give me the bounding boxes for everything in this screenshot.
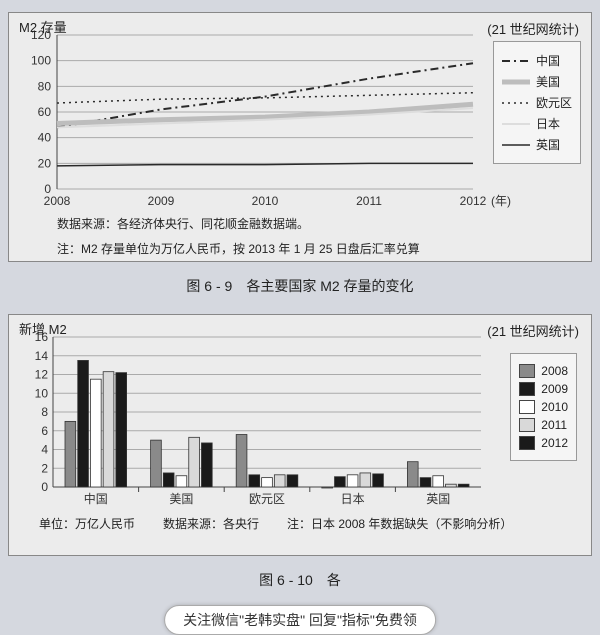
- legend-item: 英国: [502, 136, 572, 153]
- svg-text:0: 0: [41, 480, 48, 494]
- svg-text:20: 20: [38, 156, 52, 170]
- m2-stock-chart-panel: M2 存量 (21 世纪网统计) 02040608010012020082009…: [8, 12, 592, 262]
- chart2-note: 注：日本 2008 年数据缺失（不影响分析）: [287, 515, 512, 532]
- svg-text:2008: 2008: [44, 194, 71, 208]
- svg-text:欧元区: 欧元区: [249, 492, 285, 506]
- promo-bar[interactable]: 关注微信"老韩实盘" 回复"指标"免费领: [164, 605, 436, 635]
- legend-item: 美国: [502, 73, 572, 90]
- svg-text:40: 40: [38, 131, 52, 145]
- svg-text:日本: 日本: [341, 492, 365, 506]
- svg-text:80: 80: [38, 79, 52, 93]
- legend-item: 中国: [502, 52, 572, 69]
- svg-text:2011: 2011: [356, 194, 382, 208]
- svg-text:2010: 2010: [252, 194, 279, 208]
- chart2-unit: 单位：万亿人民币: [39, 515, 135, 532]
- chart1-caption: 图 6 - 9 各主要国家 M2 存量的变化: [8, 276, 592, 296]
- svg-text:2012: 2012: [460, 194, 487, 208]
- chart1-y-title: M2 存量: [19, 17, 67, 36]
- svg-text:6: 6: [41, 424, 48, 438]
- chart2-stat-note: (21 世纪网统计): [487, 321, 579, 340]
- svg-text:英国: 英国: [426, 492, 450, 506]
- legend-item: 2010: [519, 400, 568, 414]
- svg-text:14: 14: [35, 349, 49, 363]
- chart1-source-2: 注：M2 存量单位为万亿人民币，按 2013 年 1 月 25 日盘后汇率兑算: [9, 238, 591, 263]
- svg-text:2: 2: [41, 461, 48, 475]
- legend-item: 2009: [519, 382, 568, 396]
- chart2-svg: 0246810121416中国美国欧元区日本英国: [9, 315, 591, 513]
- chart1-legend: 中国美国欧元区日本英国: [493, 41, 581, 164]
- svg-text:2009: 2009: [148, 194, 175, 208]
- chart2-footer: 单位：万亿人民币 数据来源：各央行 注：日本 2008 年数据缺失（不影响分析）: [9, 513, 591, 538]
- svg-text:(年): (年): [491, 194, 511, 208]
- chart1-stat-note: (21 世纪网统计): [487, 19, 579, 38]
- legend-item: 2012: [519, 436, 568, 450]
- svg-text:美国: 美国: [169, 492, 193, 506]
- chart2-caption: 图 6 - 10 各: [8, 570, 592, 590]
- chart1-source-1: 数据来源：各经济体央行、同花顺金融数据端。: [9, 213, 591, 238]
- legend-item: 2011: [519, 418, 568, 432]
- svg-text:4: 4: [41, 443, 48, 457]
- svg-text:12: 12: [35, 368, 49, 382]
- svg-text:100: 100: [31, 54, 51, 68]
- chart2-y-title: 新增 M2: [19, 319, 67, 338]
- svg-text:8: 8: [41, 405, 48, 419]
- chart2-legend: 2008 2009 2010 2011 2012: [510, 353, 577, 461]
- chart2-source: 数据来源：各央行: [163, 515, 259, 532]
- svg-text:10: 10: [35, 386, 49, 400]
- legend-item: 欧元区: [502, 94, 572, 111]
- legend-item: 2008: [519, 364, 568, 378]
- legend-item: 日本: [502, 115, 572, 132]
- svg-text:60: 60: [38, 105, 52, 119]
- new-m2-chart-panel: 新增 M2 (21 世纪网统计) 0246810121416中国美国欧元区日本英…: [8, 314, 592, 556]
- svg-text:中国: 中国: [84, 491, 108, 506]
